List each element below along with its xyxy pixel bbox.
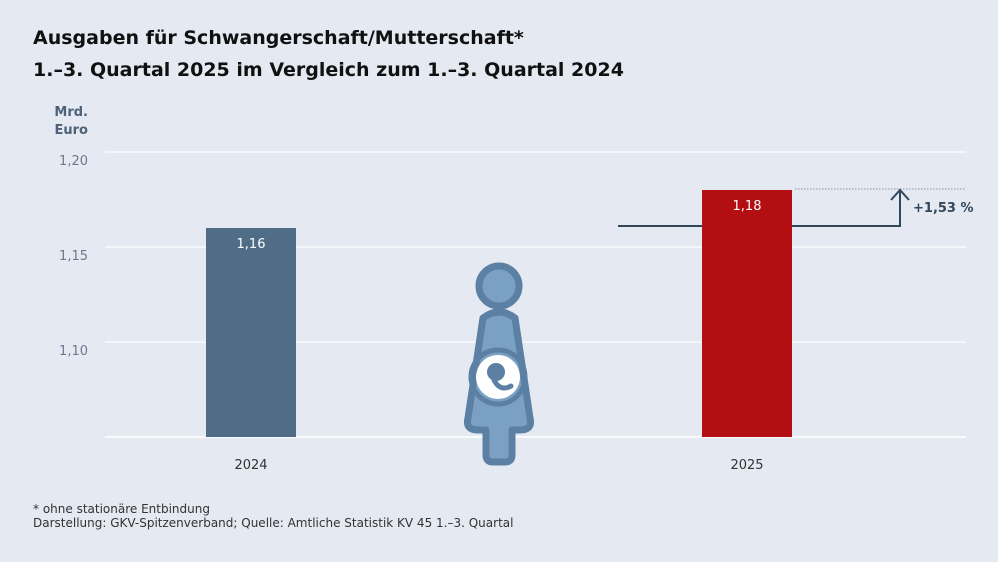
chart-title: Ausgaben für Schwangerschaft/Mutterschaf… — [33, 27, 524, 49]
bar-2024 — [206, 228, 296, 437]
y-tick-label: 1,15 — [59, 249, 88, 264]
y-axis-label: Mrd. Euro — [40, 104, 88, 140]
connector-line-arrow — [792, 191, 901, 227]
y-tick-label: 1,20 — [59, 154, 88, 169]
change-label: +1,53 % — [913, 201, 974, 216]
y-axis-label-line1: Mrd. — [54, 105, 88, 120]
source-note: Darstellung: GKV-Spitzenverband; Quelle:… — [33, 516, 514, 530]
y-axis-label-line2: Euro — [54, 123, 88, 138]
arrow-up-icon — [890, 188, 910, 201]
x-tick-label: 2025 — [730, 458, 763, 473]
chart-subtitle: 1.–3. Quartal 2025 im Vergleich zum 1.–3… — [33, 59, 624, 81]
footnote: * ohne stationäre Entbindung — [33, 502, 210, 516]
pregnant-woman-icon — [464, 262, 534, 466]
x-tick-label: 2024 — [234, 458, 267, 473]
y-tick-label: 1,10 — [59, 344, 88, 359]
bar-value-label: 1,18 — [733, 199, 762, 214]
bar-2025 — [702, 190, 792, 437]
bar-value-label: 1,16 — [237, 237, 266, 252]
change-annotation: +1,53 % — [618, 188, 974, 227]
